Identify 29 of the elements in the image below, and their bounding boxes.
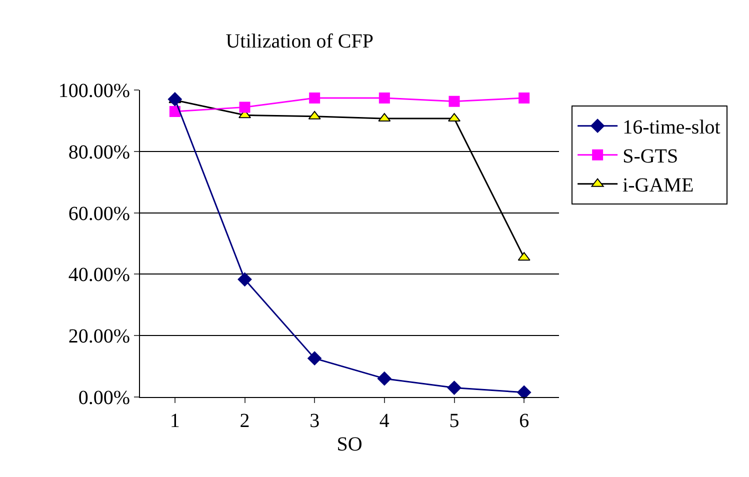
y-tick-label: 20.00%: [68, 326, 130, 348]
chart-title: Utilization of CFP: [226, 30, 374, 52]
y-tick-label: 40.00%: [68, 264, 130, 286]
x-tick-label: 4: [379, 410, 390, 432]
point: [309, 92, 320, 104]
point: [517, 385, 532, 400]
legend-label: i-GAME: [622, 174, 694, 197]
x-tick-label: 6: [519, 410, 530, 432]
x-tick-label: 1: [170, 410, 180, 432]
point: [377, 372, 392, 386]
legend-label: 16-time-slot: [622, 116, 721, 139]
point: [518, 92, 530, 104]
point: [169, 106, 180, 117]
point: [239, 102, 250, 113]
point: [168, 92, 182, 106]
x-tick-label: 5: [449, 410, 460, 432]
point: [308, 351, 322, 366]
x-tick-label: 3: [310, 410, 320, 432]
point: [447, 380, 462, 395]
x-axis-title: SO: [336, 434, 362, 456]
y-tick-label: 0.00%: [78, 387, 130, 409]
point: [378, 92, 390, 104]
x-tick-label: 2: [240, 410, 250, 432]
y-tick-label: 80.00%: [68, 141, 130, 164]
point: [448, 96, 460, 107]
legend-label: S-GTS: [622, 146, 678, 168]
y-tick-label: 100.00%: [58, 80, 130, 102]
y-tick-label: 60.00%: [68, 202, 130, 225]
point: [238, 272, 252, 286]
